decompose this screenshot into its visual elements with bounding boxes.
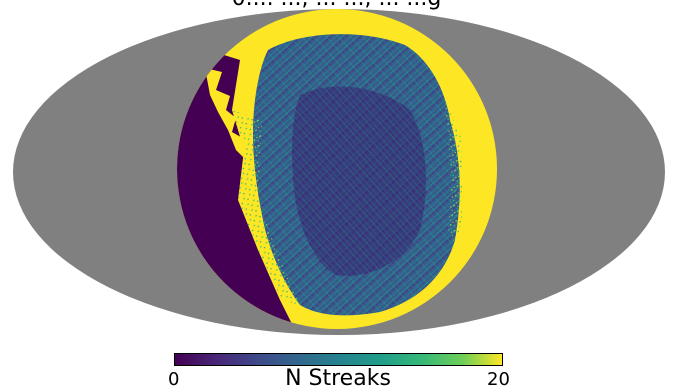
low-count-core-texture [292,86,426,276]
saturated-fingers [205,68,246,158]
colorbar-tick-max: 20 [487,369,510,390]
chart-title: 0.... ..., ... ..., ... ...g [0,0,673,12]
edge-speckle [232,110,300,305]
colorbar [174,353,503,366]
edge-speckle-right [445,100,462,245]
colorbar-gradient [175,354,502,365]
colorbar-label: N Streaks [285,366,391,391]
colorbar-tick-min: 0 [168,369,180,390]
